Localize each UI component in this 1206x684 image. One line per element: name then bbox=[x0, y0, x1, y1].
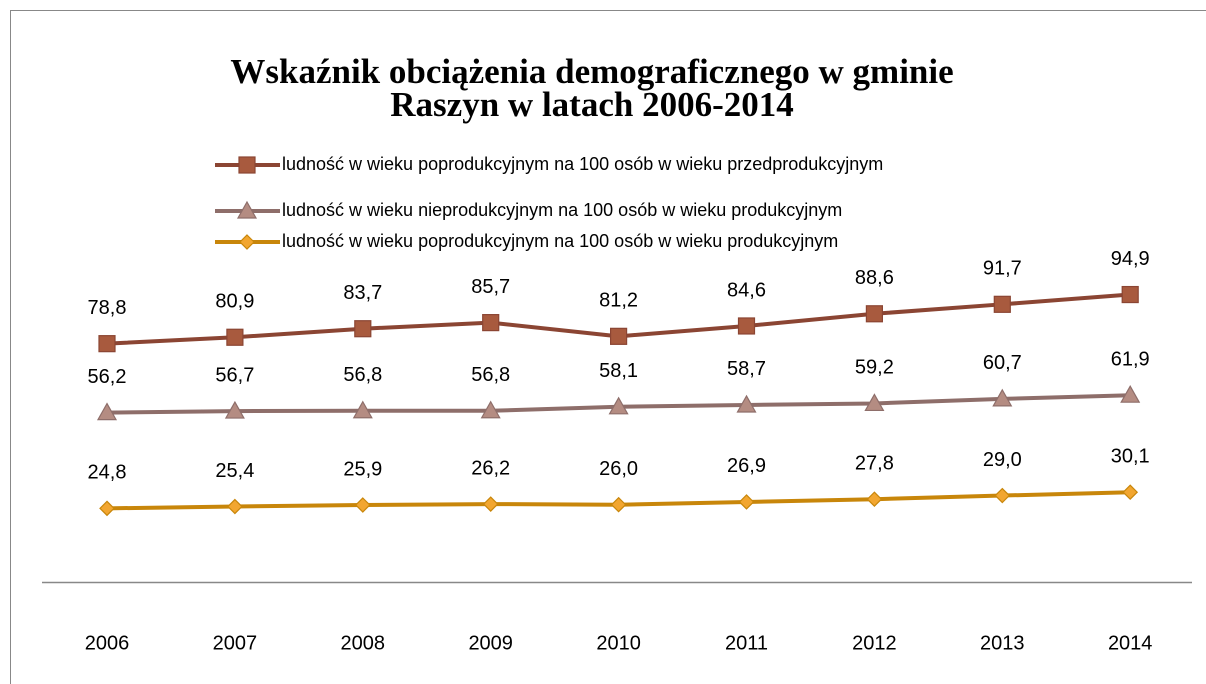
legend-label: ludność w wieku poprodukcyjnym na 100 os… bbox=[282, 154, 883, 174]
marker bbox=[482, 314, 500, 332]
marker bbox=[1121, 285, 1139, 304]
data-label: 26,9 bbox=[727, 455, 766, 477]
data-label: 59,2 bbox=[855, 357, 894, 379]
chart-title: Wskaźnik obciążenia demograficznego w gm… bbox=[230, 52, 953, 91]
data-label: 27,8 bbox=[855, 452, 894, 474]
data-label: 94,9 bbox=[1111, 248, 1150, 270]
data-label: 58,7 bbox=[727, 358, 766, 380]
x-tick-label: 2007 bbox=[213, 632, 258, 654]
marker bbox=[239, 234, 255, 250]
data-label: 25,4 bbox=[215, 460, 254, 482]
data-label: 80,9 bbox=[215, 291, 254, 313]
marker bbox=[98, 335, 116, 353]
x-tick-label: 2014 bbox=[1108, 632, 1153, 654]
marker bbox=[865, 305, 884, 323]
x-tick-label: 2010 bbox=[596, 632, 641, 654]
data-label: 24,8 bbox=[88, 462, 127, 484]
x-tick-label: 2008 bbox=[341, 632, 386, 654]
data-label: 56,7 bbox=[215, 364, 254, 386]
marker bbox=[226, 328, 244, 346]
data-label: 91,7 bbox=[983, 258, 1022, 280]
marker bbox=[1122, 484, 1139, 501]
data-label: 26,2 bbox=[471, 457, 510, 479]
chart-border bbox=[10, 10, 1206, 684]
marker bbox=[609, 327, 628, 345]
data-label: 84,6 bbox=[727, 279, 766, 301]
data-label: 61,9 bbox=[1111, 348, 1150, 370]
x-tick-label: 2011 bbox=[725, 632, 768, 654]
data-label: 58,1 bbox=[599, 360, 638, 382]
data-label: 29,0 bbox=[983, 449, 1022, 471]
marker bbox=[608, 396, 629, 415]
data-label: 78,8 bbox=[88, 297, 127, 319]
data-label: 56,2 bbox=[88, 366, 127, 388]
marker bbox=[99, 500, 115, 517]
marker bbox=[993, 295, 1011, 313]
x-tick-label: 2009 bbox=[468, 632, 513, 654]
marker bbox=[738, 494, 755, 510]
x-tick-label: 2013 bbox=[980, 632, 1025, 654]
marker bbox=[354, 497, 371, 513]
marker bbox=[737, 317, 756, 335]
marker bbox=[227, 498, 243, 515]
marker bbox=[482, 496, 499, 512]
chart-subtitle: Raszyn w latach 2006-2014 bbox=[390, 85, 793, 124]
legend-label: ludność w wieku nieprodukcyjnym na 100 o… bbox=[282, 200, 842, 220]
marker bbox=[992, 388, 1013, 407]
marker bbox=[994, 487, 1011, 504]
marker bbox=[352, 400, 373, 419]
data-label: 83,7 bbox=[343, 282, 382, 304]
data-label: 85,7 bbox=[471, 276, 510, 298]
marker bbox=[866, 491, 883, 508]
marker bbox=[238, 156, 256, 174]
legend-label: ludność w wieku poprodukcyjnym na 100 os… bbox=[282, 231, 838, 251]
data-label: 30,1 bbox=[1111, 445, 1150, 467]
marker bbox=[224, 400, 245, 419]
data-label: 56,8 bbox=[471, 364, 510, 386]
data-label: 88,6 bbox=[855, 267, 894, 289]
marker bbox=[96, 402, 118, 421]
data-label: 60,7 bbox=[983, 352, 1022, 374]
marker bbox=[1120, 384, 1141, 403]
marker bbox=[480, 400, 501, 419]
data-label: 56,8 bbox=[343, 364, 382, 386]
data-label: 81,2 bbox=[599, 290, 638, 312]
marker bbox=[864, 393, 885, 412]
x-tick-label: 2006 bbox=[85, 632, 130, 654]
x-tick-label: 2012 bbox=[852, 632, 897, 654]
marker bbox=[610, 496, 627, 513]
data-label: 25,9 bbox=[343, 458, 382, 480]
marker bbox=[736, 394, 757, 413]
marker bbox=[354, 320, 372, 338]
data-label: 26,0 bbox=[599, 458, 638, 480]
marker bbox=[236, 200, 258, 219]
